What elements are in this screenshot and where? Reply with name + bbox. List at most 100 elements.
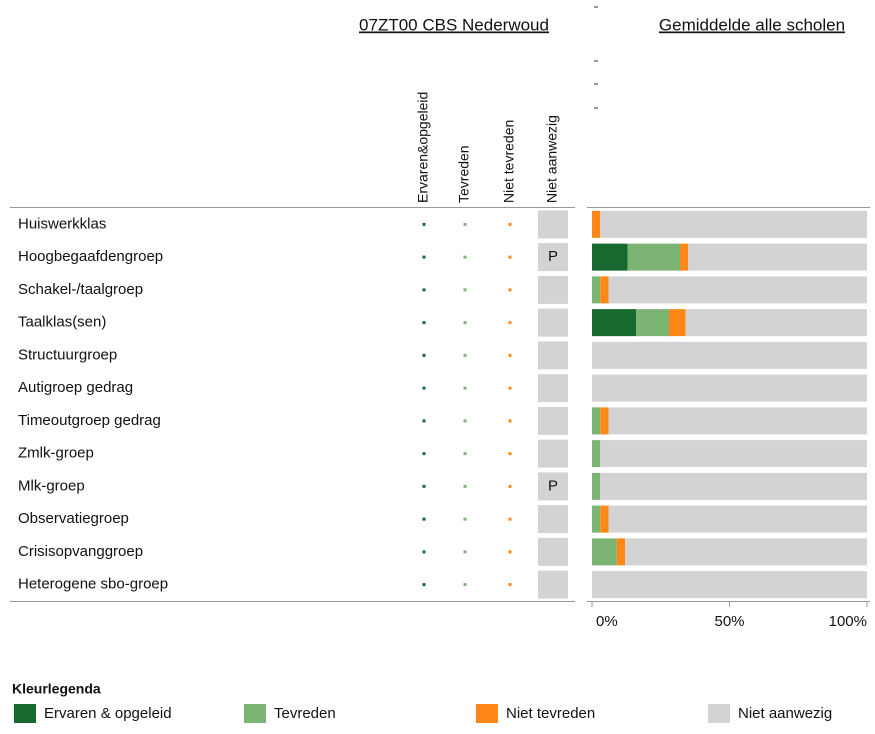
x-tick-label: 0%: [596, 613, 618, 630]
status-dot: [463, 255, 467, 259]
bar-segment: [608, 407, 867, 435]
status-dot: [422, 583, 426, 587]
legend-label: Niet aanwezig: [738, 705, 832, 722]
status-dot: [463, 353, 467, 357]
bar-segment: [592, 210, 601, 238]
row-label: Crisisopvanggroep: [18, 543, 143, 560]
decor-dashes: [594, 6, 598, 109]
row-label: Hoogbegaafdengroep: [18, 248, 163, 265]
legend-label: Tevreden: [274, 705, 336, 722]
status-dot: [463, 386, 467, 390]
row-label: Taalklas(sen): [18, 314, 106, 331]
bar-segment: [592, 309, 636, 337]
status-dot: [422, 484, 426, 488]
status-dot: [508, 222, 512, 226]
status-dot: [508, 550, 512, 554]
status-dot: [463, 452, 467, 456]
status-dot: [508, 288, 512, 292]
absent-cell: [538, 341, 568, 370]
absent-cell: [538, 570, 568, 599]
status-dot: [422, 321, 426, 325]
status-dot: [422, 353, 426, 357]
bar-segment: [592, 440, 601, 468]
status-dot: [422, 517, 426, 521]
row-label: Zmlk-groep: [18, 445, 94, 462]
status-dot: [463, 583, 467, 587]
legend-title: Kleurlegenda: [12, 681, 101, 697]
status-dot: [508, 484, 512, 488]
column-header: Niet aanwezig: [544, 115, 560, 203]
absent-label: P: [548, 477, 558, 494]
row-label: Observatiegroep: [18, 510, 129, 527]
bar-segment: [636, 309, 669, 337]
x-tick-label: 50%: [714, 613, 744, 630]
absent-cell: [538, 210, 568, 239]
chart-subtitle: Gemiddelde alle scholen: [659, 15, 845, 34]
bar-segment: [600, 472, 867, 500]
status-dot: [508, 386, 512, 390]
bar-segment: [600, 276, 609, 304]
status-dot: [422, 419, 426, 423]
status-dot: [463, 222, 467, 226]
absent-label: P: [548, 248, 558, 265]
absent-cell: [538, 406, 568, 435]
absent-cell: [538, 275, 568, 304]
bar-segment: [592, 538, 617, 566]
bar-segment: [600, 440, 867, 468]
absent-cell: [538, 505, 568, 534]
row-label: Structuurgroep: [18, 346, 117, 363]
row-label: Timeoutgroep gedrag: [18, 412, 161, 429]
legend-label: Niet tevreden: [506, 705, 595, 722]
status-dot: [463, 321, 467, 325]
status-dot: [508, 517, 512, 521]
row-label: Mlk-groep: [18, 477, 85, 494]
status-dot: [508, 452, 512, 456]
status-dot: [422, 222, 426, 226]
bar-segment: [592, 374, 867, 402]
bar-segment: [592, 472, 601, 500]
status-dot: [422, 255, 426, 259]
legend-swatch: [244, 704, 266, 723]
bar-segment: [592, 407, 601, 435]
chart-title: 07ZT00 CBS Nederwoud: [359, 15, 549, 34]
bar-segment: [600, 505, 609, 533]
bar-segment: [688, 243, 867, 271]
column-header: Ervaren&opgeleid: [415, 92, 431, 203]
absent-cell: [538, 537, 568, 566]
legend-swatch: [476, 704, 498, 723]
bar-segment: [592, 571, 867, 599]
bar-segment: [600, 210, 867, 238]
status-dot: [422, 550, 426, 554]
status-dot: [508, 419, 512, 423]
bar-segment: [627, 243, 680, 271]
legend-swatch: [708, 704, 730, 723]
bar-segment: [685, 309, 867, 337]
bar-segment: [592, 243, 628, 271]
status-dot: [463, 550, 467, 554]
status-dot: [508, 353, 512, 357]
status-dot: [463, 484, 467, 488]
bar-segment: [669, 309, 686, 337]
status-dot: [463, 288, 467, 292]
x-tick-label: 100%: [829, 613, 867, 630]
bar-segment: [616, 538, 625, 566]
status-dot: [508, 583, 512, 587]
row-label: Schakel-/taalgroep: [18, 281, 143, 298]
bar-segment: [600, 407, 609, 435]
row-label: Autigroep gedrag: [18, 379, 133, 396]
bar-segment: [608, 505, 867, 533]
bar-segment: [592, 276, 601, 304]
row-label: Heterogene sbo-groep: [18, 576, 168, 593]
column-header: Tevreden: [456, 145, 472, 203]
status-dot: [508, 321, 512, 325]
status-dot: [463, 517, 467, 521]
bar-segment: [608, 276, 867, 304]
absent-cell: [538, 439, 568, 468]
bar-segment: [592, 341, 867, 369]
status-dot: [463, 419, 467, 423]
legend-swatch: [14, 704, 36, 723]
bar-segment: [680, 243, 689, 271]
bar-segment: [625, 538, 867, 566]
column-header: Niet tevreden: [501, 120, 517, 203]
